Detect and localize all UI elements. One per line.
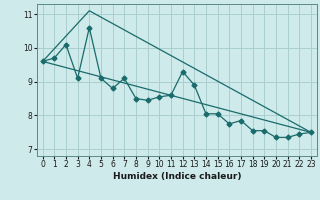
X-axis label: Humidex (Indice chaleur): Humidex (Indice chaleur) (113, 172, 241, 181)
